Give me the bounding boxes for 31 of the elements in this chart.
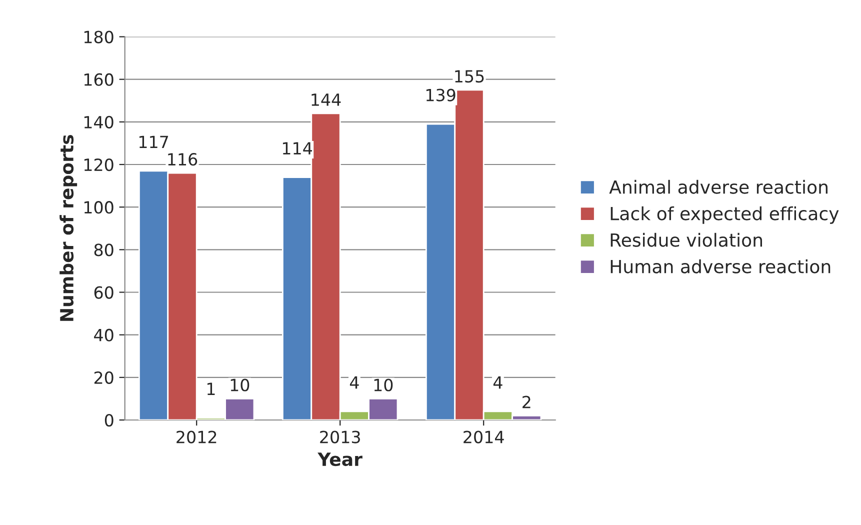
data-label: 139 [426,88,456,102]
data-label: 10 [230,378,250,392]
y-tick-label: 80 [94,244,114,256]
legend-label: Animal adverse reaction [609,180,828,194]
data-label: 2 [522,396,530,408]
data-label: 116 [168,153,198,166]
data-label: 4 [493,376,502,389]
data-label: 1 [207,382,215,395]
y-tick-label: 60 [94,286,114,299]
y-axis-title: Number of reports [60,135,78,321]
x-tick-label: 2014 [464,430,504,444]
x-tick-label: 2013 [320,430,360,444]
x-tick-label: 2012 [176,430,216,444]
y-tick-label: 160 [84,73,114,86]
legend-label: Residue violation [610,232,762,247]
y-tick-label: 180 [84,30,114,44]
y-tick-label: 0 [104,414,114,427]
x-axis-title: Year [318,452,362,466]
legend-label: Lack of expected efficacy [610,206,839,224]
data-label: 144 [312,94,341,106]
y-tick-label: 140 [84,116,114,128]
data-label: 117 [139,136,168,148]
legend-label: Human adverse reaction [610,259,830,274]
y-tick-label: 40 [94,328,114,342]
data-label: 4 [350,376,359,389]
data-label: 10 [374,378,393,392]
y-tick-label: 120 [84,158,114,172]
y-tick-label: 100 [84,201,114,214]
y-tick-label: 20 [94,371,114,384]
data-label: 114 [282,142,312,154]
data-label: 155 [455,70,484,83]
